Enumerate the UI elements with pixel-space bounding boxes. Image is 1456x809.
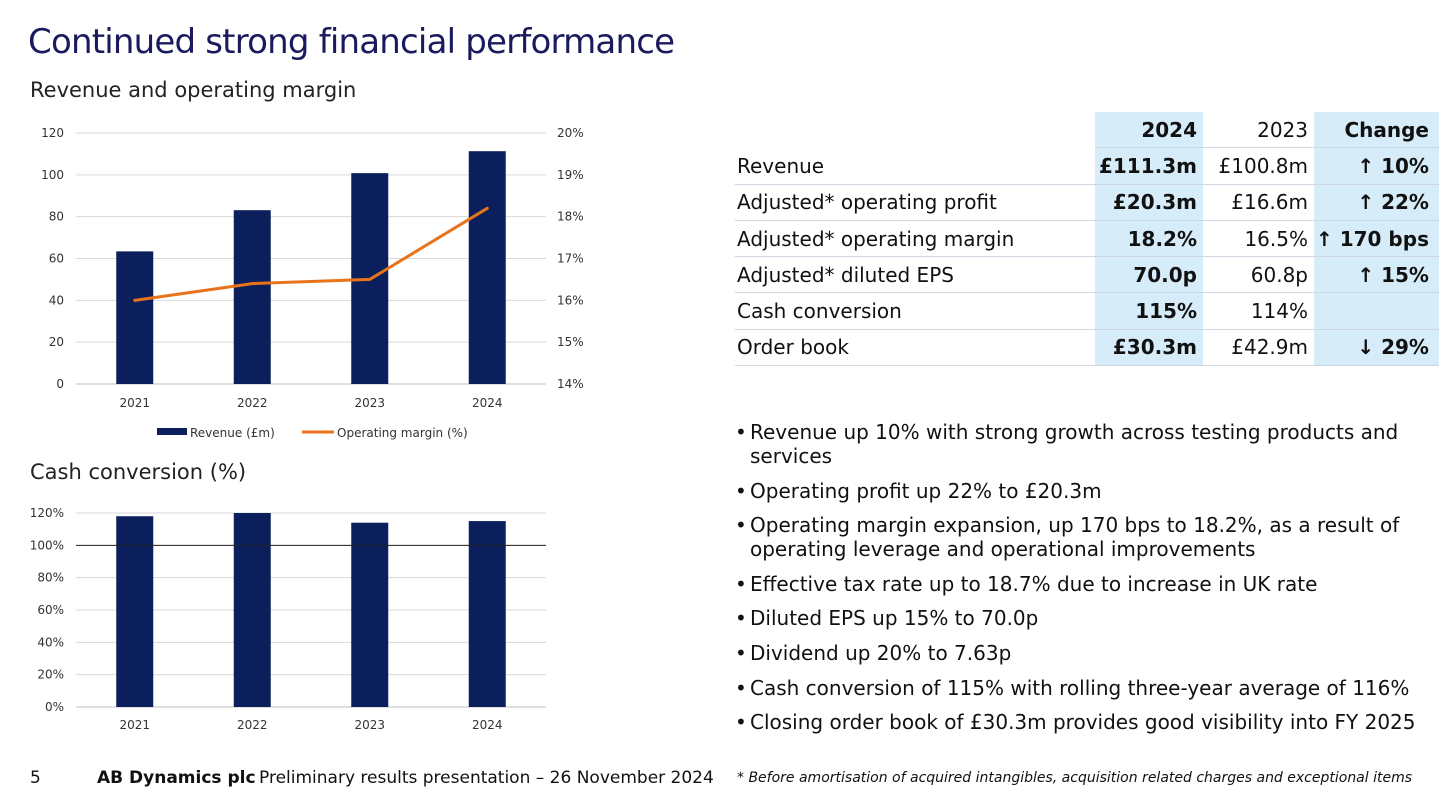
y-axis-tick-label: 20% [37,668,64,682]
table-header-row: 2024 2023 Change [735,112,1439,149]
left-axis-tick-label: 20 [49,335,64,349]
table-row: Adjusted* diluted EPS 70.0p 60.8p ↑ 15% [735,256,1439,294]
bullet-item: Diluted EPS up 15% to 70.0p [735,606,1435,630]
value-2024: 115% [1095,292,1203,330]
operating-margin-line [134,207,489,302]
table-row: Cash conversion 115% 114% [735,292,1439,330]
bullet-item: Operating profit up 22% to £20.3m [735,479,1435,503]
bullet-item: Operating margin expansion, up 170 bps t… [735,513,1435,561]
y-axis-tick-label: 0% [45,700,64,714]
company-name: AB Dynamics plc [97,768,256,788]
table-row: Revenue £111.3m £100.8m ↑ 10% [735,147,1439,185]
value-2023: £16.6m [1203,184,1314,221]
table-row: Adjusted* operating profit £20.3m £16.6m ↑ … [735,184,1439,221]
value-change: ↑ 170 bps [1314,220,1439,258]
right-axis-tick-label: 14% [557,377,584,391]
bullet-item: Revenue up 10% with strong growth across… [735,420,1435,468]
cash-conversion-chart: 0% 20% 40% 60% 80% 100% 120% 2021 2022 2023 2024 [30,506,546,732]
y-axis-tick-label: 80% [37,571,64,585]
value-2024: 18.2% [1095,220,1203,258]
value-change [1314,292,1439,330]
operating-margin-point [250,282,254,286]
x-axis-tick-label: 2021 [119,718,150,732]
bullet-item: Closing order book of £30.3m provides go… [735,710,1435,734]
table-header-label [735,112,1095,148]
legend-margin-label: Operating margin (%) [337,426,468,440]
y-axis-tick-label: 100% [30,538,64,552]
y-axis-tick-label: 120% [30,506,64,520]
row-label: Adjusted* operating margin [735,220,1095,258]
value-2023: 16.5% [1203,220,1314,258]
revenue-chart-title: Revenue and operating margin [30,78,357,102]
left-axis-tick-label: 80 [49,210,64,224]
right-axis-tick-label: 18% [557,210,584,224]
operating-margin-point [133,298,137,302]
x-axis-tick-label: 2023 [354,718,385,732]
value-2023: £100.8m [1203,147,1314,185]
value-2024: £20.3m [1095,184,1203,221]
right-axis-tick-label: 16% [557,293,584,307]
value-change: ↓ 29% [1314,329,1439,367]
right-axis-tick-label: 17% [557,252,584,266]
x-axis-tick-label: 2024 [472,396,503,410]
revenue-margin-chart: 0 20 40 60 80 100 120 14% 15% 16% 17% 18% 19% 20% 2021… [41,126,584,440]
left-axis-tick-label: 40 [49,293,64,307]
right-axis-tick-label: 15% [557,335,584,349]
table-header-change: Change [1314,112,1439,149]
value-2023: 114% [1203,292,1314,330]
value-2024: £111.3m [1095,147,1203,185]
value-2023: £42.9m [1203,329,1314,367]
cash-conversion-bar [233,513,271,707]
revenue-bar [468,151,506,384]
revenue-bar [233,210,271,384]
cash-conversion-bar [351,522,389,707]
value-change: ↑ 15% [1314,256,1439,294]
value-change: ↑ 22% [1314,184,1439,221]
operating-margin-point [485,206,489,210]
x-axis-tick-label: 2022 [237,718,268,732]
x-axis-tick-label: 2021 [119,396,150,410]
cash-conversion-title: Cash conversion (%) [30,460,247,484]
bullet-item: Cash conversion of 115% with rolling thr… [735,676,1435,700]
table-row: Order book £30.3m £42.9m ↓ 29% [735,329,1439,367]
value-change: ↑ 10% [1314,147,1439,185]
page-number: 5 [30,768,41,788]
table-header-2023: 2023 [1203,112,1314,149]
row-label: Revenue [735,147,1095,185]
value-2024: £30.3m [1095,329,1203,367]
row-label: Order book [735,329,1095,367]
left-axis-tick-label: 0 [56,377,64,391]
cash-conversion-bar [468,521,506,707]
operating-margin-point [368,277,372,281]
right-axis-tick-label: 19% [557,168,584,182]
bullet-item: Dividend up 20% to 7.63p [735,641,1435,665]
slide-title: Continued strong financial performance [28,22,675,62]
x-axis-tick-label: 2022 [237,396,268,410]
presentation-name: Preliminary results presentation – 26 No… [259,768,714,788]
row-label: Adjusted* diluted EPS [735,256,1095,294]
right-axis-tick-label: 20% [557,126,584,140]
left-axis-tick-label: 120 [41,126,64,140]
y-axis-tick-label: 60% [37,603,64,617]
row-label: Cash conversion [735,292,1095,330]
legend-revenue-swatch [157,428,187,435]
bullet-item: Effective tax rate up to 18.7% due to in… [735,572,1435,596]
row-label: Adjusted* operating profit [735,184,1095,221]
left-axis-tick-label: 60 [49,252,64,266]
y-axis-tick-label: 40% [37,635,64,649]
table-row: Adjusted* operating margin 18.2% 16.5% ↑ 17… [735,220,1439,258]
revenue-bar [116,251,154,384]
x-axis-tick-label: 2023 [354,396,385,410]
footnote: * Before amortisation of acquired intang… [737,770,1413,786]
table-header-2024: 2024 [1095,112,1203,149]
left-axis-tick-label: 100 [41,168,64,182]
cash-conversion-bar [116,516,154,707]
key-highlights-list: Revenue up 10% with strong growth across… [735,420,1435,745]
financial-summary-table: 2024 2023 Change Revenue £111.3m £100.8m ↑ … [735,112,1439,367]
value-2023: 60.8p [1203,256,1314,294]
x-axis-tick-label: 2024 [472,718,503,732]
value-2024: 70.0p [1095,256,1203,294]
legend-revenue-label: Revenue (£m) [190,426,275,440]
